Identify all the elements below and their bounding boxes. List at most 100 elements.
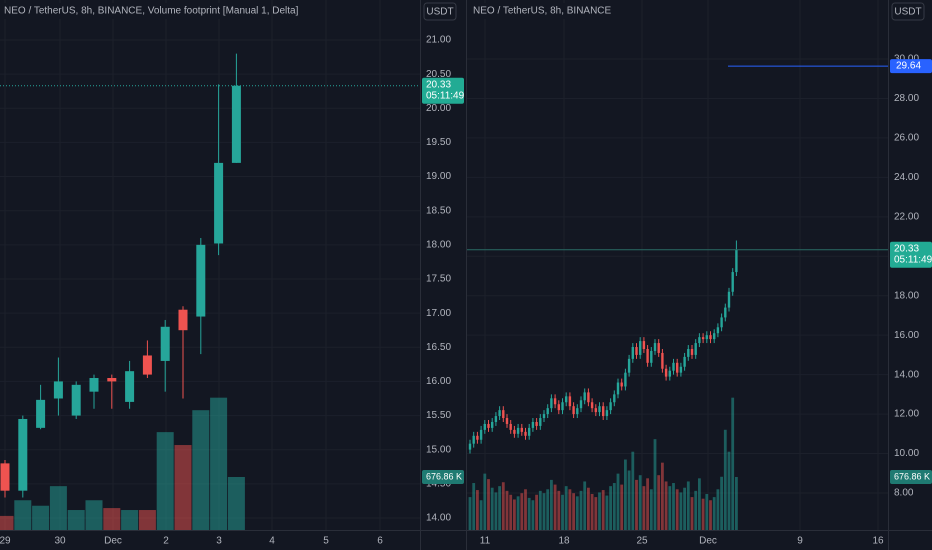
- volume-bar: [85, 500, 103, 530]
- time-label: 29: [0, 536, 11, 547]
- currency-box: [423, 2, 457, 21]
- volume-bar: [661, 462, 664, 530]
- volume-bar: [701, 498, 705, 530]
- volume-bar: [546, 489, 550, 530]
- candle-body: [576, 408, 579, 415]
- time-label: 6: [377, 536, 383, 547]
- time-label: 30: [54, 536, 66, 547]
- candle-body: [528, 427, 531, 436]
- price-tick-label: 14.00: [426, 513, 451, 524]
- volume-bar: [598, 492, 601, 530]
- candle-body: [160, 326, 170, 361]
- time-label: 5: [323, 536, 329, 547]
- candle-body: [491, 421, 494, 428]
- candle-body: [53, 381, 63, 399]
- volume-bar: [174, 445, 192, 530]
- price-tick-label: 8.00: [894, 488, 914, 499]
- volume-bar: [616, 473, 620, 530]
- volume-bar: [668, 486, 672, 530]
- price-tick-label: 18.00: [426, 239, 451, 250]
- candle-body: [557, 404, 560, 411]
- volume-bar: [476, 490, 479, 530]
- candle-body: [672, 362, 675, 371]
- volume-bar: [657, 475, 661, 530]
- currency-label: USDT: [894, 7, 921, 18]
- candle-body: [657, 343, 660, 353]
- volume-label-box: [422, 470, 464, 485]
- volume-bar: [531, 500, 535, 530]
- volume-bar: [631, 451, 635, 530]
- volume-bar: [727, 451, 731, 530]
- time-label: 2: [163, 536, 169, 547]
- candle-body: [709, 335, 712, 340]
- candle-body: [590, 402, 594, 409]
- candle-body: [690, 348, 694, 355]
- candle-body: [631, 347, 634, 359]
- volume-label-box: [890, 470, 932, 485]
- candle-body: [701, 337, 705, 340]
- volume-bar: [627, 470, 631, 530]
- volume-bar: [542, 493, 546, 530]
- candle-body: [565, 396, 568, 403]
- price-tick-label: 20.00: [426, 103, 451, 114]
- candle-body: [727, 291, 731, 308]
- candle-body: [476, 435, 479, 440]
- candle-body: [520, 427, 523, 432]
- candle-body: [89, 378, 99, 392]
- candle-body: [483, 423, 486, 430]
- price-tick-label: 14.00: [894, 369, 919, 380]
- candle-body: [142, 355, 152, 375]
- countdown-label: 05:11:49: [426, 90, 465, 101]
- volume-bar: [501, 482, 505, 530]
- candle-body: [705, 335, 708, 340]
- candle-body: [107, 378, 117, 382]
- volume-bar: [138, 510, 156, 530]
- volume-bar: [487, 479, 490, 530]
- volume-bar: [590, 493, 594, 530]
- time-label: 25: [636, 536, 648, 547]
- price-tick-label: 20.50: [426, 69, 451, 80]
- volume-bar: [32, 505, 50, 530]
- time-label: Dec: [699, 536, 717, 547]
- volume-bar: [731, 397, 735, 530]
- volume-bar: [509, 494, 513, 530]
- volume-bar: [535, 494, 538, 530]
- volume-bar: [575, 496, 579, 530]
- candle-body: [683, 356, 686, 367]
- countdown-label: 05:11:49: [894, 254, 932, 265]
- candle-body: [720, 317, 723, 328]
- candle-body: [546, 408, 549, 415]
- chart-pane: 14.0014.5015.0015.5016.0016.5017.0017.50…: [0, 0, 465, 547]
- volume-bar: [14, 500, 32, 530]
- volume-bar: [538, 490, 542, 530]
- volume-bar: [690, 497, 694, 530]
- candle-body: [479, 429, 483, 440]
- candle-body: [679, 366, 683, 373]
- candle-body: [594, 408, 597, 413]
- price-tick-label: 16.00: [426, 376, 451, 387]
- volume-bar: [494, 492, 498, 530]
- volume-label: 676.86 K: [426, 471, 462, 481]
- volume-bar: [472, 483, 476, 530]
- volume-bar: [686, 481, 690, 530]
- volume-label: 676.86 K: [894, 471, 930, 481]
- volume-bar: [524, 489, 527, 530]
- price-tick-label: 19.00: [426, 171, 451, 182]
- price-tick-label: 10.00: [894, 448, 919, 459]
- candle-body: [0, 463, 10, 491]
- volume-bar: [675, 489, 679, 530]
- candle-body: [502, 410, 505, 419]
- candle-body: [505, 418, 509, 424]
- volume-bar: [49, 486, 67, 530]
- candle-body: [550, 398, 553, 409]
- volume-bar: [646, 478, 649, 530]
- candle-body: [553, 398, 557, 405]
- candle-body: [71, 384, 81, 416]
- volume-bar: [479, 500, 483, 530]
- candle-body: [724, 307, 727, 318]
- volume-bar: [553, 484, 557, 530]
- candle-body: [735, 249, 738, 273]
- header-bg: [2, 3, 248, 19]
- pane-title: NEO / TetherUS, 8h, BINANCE: [473, 6, 612, 17]
